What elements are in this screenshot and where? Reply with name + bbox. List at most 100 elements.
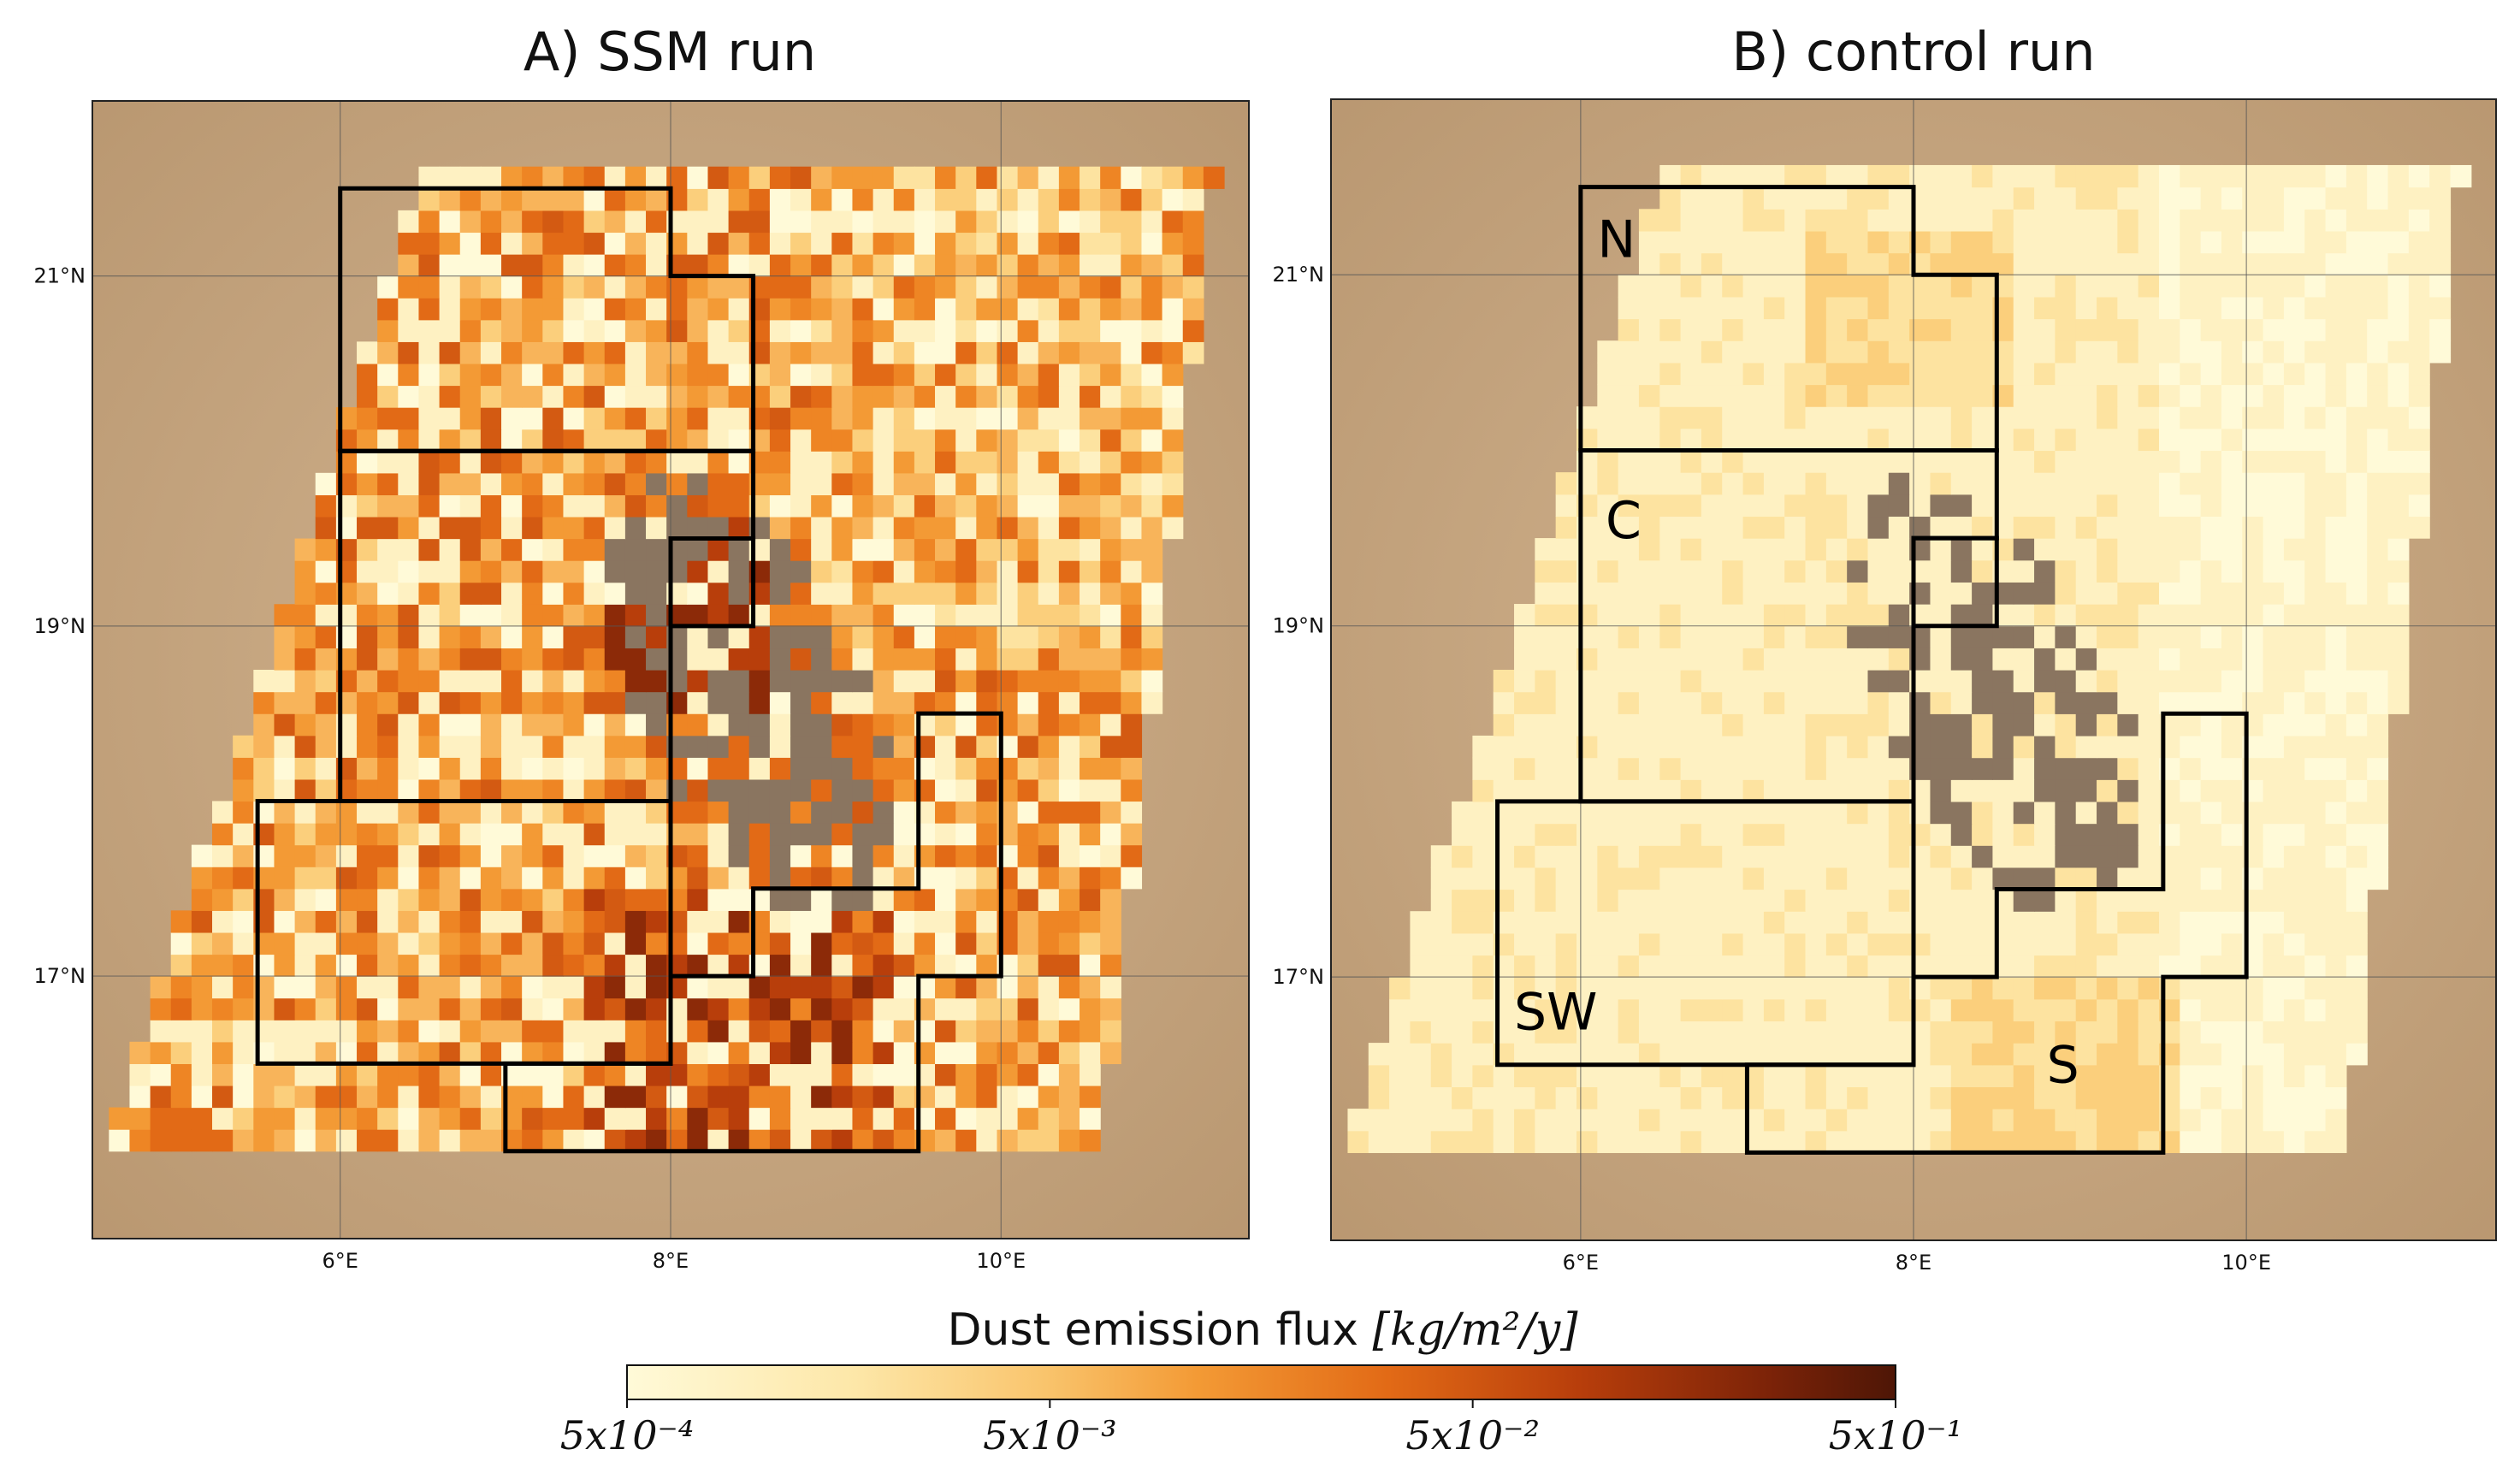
flux-cell [1597, 932, 1619, 956]
flux-cell [2117, 801, 2139, 825]
flux-cell [459, 341, 482, 364]
flux-cell [1847, 932, 1869, 956]
flux-cell [646, 1129, 667, 1152]
flux-cell [1825, 801, 1848, 825]
flux-cell [274, 648, 296, 671]
flux-cell [1430, 1043, 1452, 1066]
flux-cell [2263, 186, 2285, 210]
flux-cell [1017, 1020, 1039, 1043]
flux-cell [418, 604, 441, 627]
flux-cell [253, 1085, 275, 1109]
flux-cell [1680, 318, 1702, 341]
flux-cell [2200, 1086, 2222, 1109]
flux-cell [1680, 538, 1702, 561]
flux-cell [1452, 801, 1473, 825]
rock-cell [2013, 625, 2035, 648]
flux-cell [811, 844, 832, 867]
flux-cell [2034, 1109, 2056, 1132]
flux-cell [1784, 735, 1807, 759]
flux-cell [852, 385, 874, 408]
flux-cell [501, 319, 523, 342]
flux-cell [1638, 318, 1660, 341]
flux-cell [893, 954, 915, 977]
flux-cell [1638, 1064, 1660, 1088]
flux-cell [2367, 625, 2389, 648]
flux-cell [439, 625, 461, 649]
rock-cell [728, 582, 750, 605]
flux-cell [811, 298, 832, 321]
flux-cell [914, 910, 936, 933]
flux-cell [480, 604, 502, 627]
flux-cell [1930, 406, 1952, 429]
colorbar-tick-label: 5x10⁻⁴ [560, 1412, 694, 1458]
rock-cell [1867, 625, 1890, 648]
flux-cell [893, 232, 915, 255]
flux-cell [2055, 428, 2077, 452]
flux-cell [1825, 955, 1848, 978]
flux-cell [1784, 801, 1807, 825]
flux-cell [1017, 429, 1039, 452]
flux-cell [831, 560, 854, 583]
flux-cell [2013, 340, 2035, 364]
flux-cell [2034, 911, 2056, 934]
flux-cell [274, 823, 296, 846]
flux-cell [1493, 779, 1515, 802]
flux-cell [914, 691, 936, 714]
flux-cell [1535, 582, 1557, 605]
flux-cell [2055, 867, 2077, 890]
flux-cell [2367, 801, 2389, 825]
rock-cell [769, 648, 791, 671]
flux-cell [1701, 823, 1723, 846]
flux-cell [2283, 604, 2305, 627]
flux-cell [1618, 275, 1640, 298]
rock-cell [748, 713, 771, 736]
flux-cell [997, 275, 1019, 299]
flux-cell [831, 538, 854, 561]
flux-cell [2263, 977, 2285, 1000]
flux-cell [976, 867, 998, 890]
flux-cell [1805, 406, 1827, 429]
flux-cell [2138, 1086, 2160, 1109]
flux-cell [1701, 472, 1723, 495]
flux-cell [1535, 867, 1557, 890]
flux-cell [1058, 844, 1080, 867]
flux-cell [1389, 1130, 1411, 1153]
rock-cell [769, 538, 791, 561]
flux-cell [2200, 538, 2222, 561]
flux-cell [2263, 867, 2285, 890]
flux-cell [357, 604, 378, 627]
flux-cell [2200, 252, 2222, 275]
flux-cell [1825, 648, 1848, 671]
flux-cell [2283, 648, 2305, 671]
flux-cell [2325, 1109, 2347, 1132]
flux-cell [2117, 209, 2139, 232]
flux-cell [1972, 1086, 1994, 1109]
flux-cell [1535, 998, 1557, 1022]
flux-cell [170, 1129, 192, 1152]
flux-cell [2345, 428, 2368, 452]
flux-cell [2304, 867, 2327, 890]
flux-cell [294, 604, 316, 627]
flux-cell [563, 1041, 585, 1064]
flux-cell [997, 363, 1019, 387]
x-tick-label: 6°E [1563, 1251, 1599, 1275]
flux-cell [2263, 472, 2285, 495]
flux-cell [831, 516, 854, 540]
flux-cell [1638, 691, 1660, 714]
flux-cell [1888, 889, 1910, 912]
flux-cell [976, 451, 998, 474]
flux-cell [294, 844, 316, 867]
flux-cell [1722, 428, 1744, 452]
flux-cell [2158, 582, 2180, 605]
flux-cell [1742, 691, 1765, 714]
flux-cell [1100, 385, 1121, 408]
flux-cell [1784, 1043, 1807, 1066]
flux-cell [2075, 867, 2097, 890]
flux-cell [1763, 582, 1785, 605]
flux-cell [335, 867, 358, 890]
flux-cell [769, 407, 791, 430]
flux-cell [790, 801, 812, 824]
flux-cell [2345, 582, 2368, 605]
flux-cell [501, 166, 523, 189]
flux-cell [357, 494, 378, 518]
